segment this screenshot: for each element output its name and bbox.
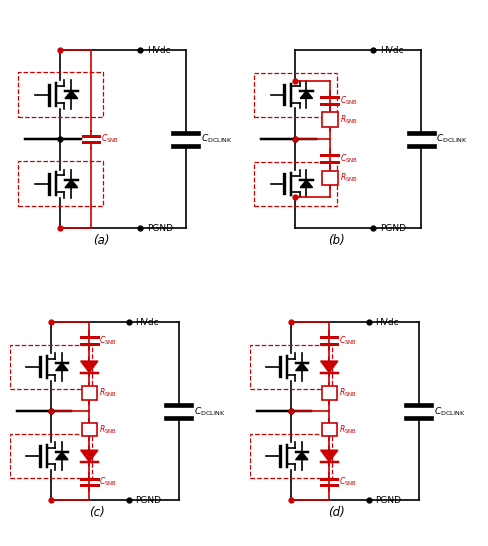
Text: $C_{\mathrm{SNB}}$: $C_{\mathrm{SNB}}$ [102, 133, 120, 145]
Text: $R_{\mathrm{SNB}}$: $R_{\mathrm{SNB}}$ [99, 387, 117, 399]
Text: $R_{\mathrm{SNB}}$: $R_{\mathrm{SNB}}$ [339, 387, 357, 399]
Text: $C_{\mathrm{SNB}}$: $C_{\mathrm{SNB}}$ [340, 94, 358, 106]
Bar [322, 386, 337, 400]
Text: HVdc: HVdc [375, 318, 399, 327]
Text: HVdc: HVdc [147, 45, 170, 55]
Polygon shape [81, 450, 98, 462]
Text: $R_{\mathrm{SNB}}$: $R_{\mathrm{SNB}}$ [340, 172, 358, 185]
Text: (c): (c) [89, 506, 104, 519]
Bar [82, 423, 97, 436]
Text: (d): (d) [328, 506, 345, 519]
Text: PGND: PGND [147, 224, 173, 233]
Text: (b): (b) [328, 234, 345, 247]
Text: $C_{\mathrm{SNB}}$: $C_{\mathrm{SNB}}$ [99, 476, 117, 489]
Text: $C_{\mathrm{DCLINK}}$: $C_{\mathrm{DCLINK}}$ [194, 405, 225, 418]
Text: HVdc: HVdc [380, 45, 404, 55]
Text: HVdc: HVdc [136, 318, 159, 327]
Text: $C_{\mathrm{DCLINK}}$: $C_{\mathrm{DCLINK}}$ [201, 133, 232, 145]
Text: $R_{\mathrm{SNB}}$: $R_{\mathrm{SNB}}$ [99, 423, 117, 436]
Text: $R_{\mathrm{SNB}}$: $R_{\mathrm{SNB}}$ [340, 114, 358, 126]
Text: PGND: PGND [136, 496, 162, 505]
Polygon shape [65, 91, 78, 98]
Text: $R_{\mathrm{SNB}}$: $R_{\mathrm{SNB}}$ [339, 423, 357, 436]
Bar [322, 423, 337, 436]
Text: (a): (a) [93, 234, 109, 247]
Bar [322, 112, 338, 127]
Polygon shape [296, 452, 308, 460]
Polygon shape [81, 361, 98, 372]
Polygon shape [321, 450, 338, 462]
Text: $C_{\mathrm{SNB}}$: $C_{\mathrm{SNB}}$ [339, 476, 357, 489]
Polygon shape [56, 363, 68, 371]
Text: $C_{\mathrm{SNB}}$: $C_{\mathrm{SNB}}$ [340, 152, 358, 165]
Bar [322, 171, 338, 186]
Text: $C_{\mathrm{SNB}}$: $C_{\mathrm{SNB}}$ [339, 334, 357, 347]
Polygon shape [321, 361, 338, 372]
Polygon shape [56, 452, 68, 460]
Text: PGND: PGND [380, 224, 406, 233]
Text: $C_{\mathrm{SNB}}$: $C_{\mathrm{SNB}}$ [99, 334, 117, 347]
Polygon shape [300, 180, 312, 187]
Polygon shape [65, 180, 78, 188]
Text: $C_{\mathrm{DCLINK}}$: $C_{\mathrm{DCLINK}}$ [436, 133, 468, 145]
Text: $C_{\mathrm{DCLINK}}$: $C_{\mathrm{DCLINK}}$ [434, 405, 466, 418]
Polygon shape [300, 91, 312, 98]
Polygon shape [296, 363, 308, 371]
Bar [82, 386, 97, 400]
Text: PGND: PGND [375, 496, 402, 505]
